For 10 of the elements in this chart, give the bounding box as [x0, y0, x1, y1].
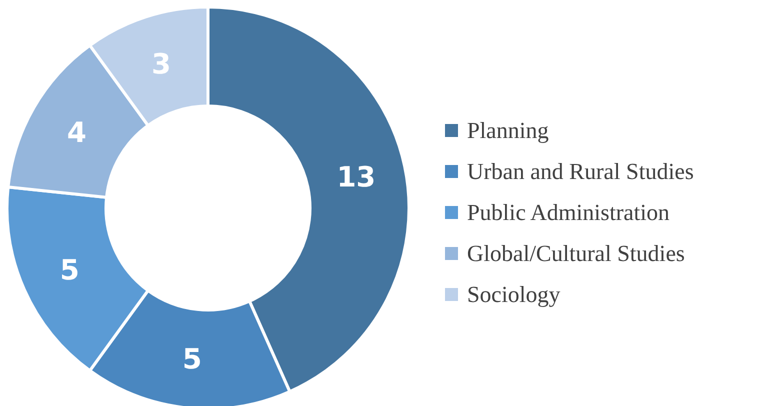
legend-label: Public Administration [467, 200, 670, 226]
legend-label: Planning [467, 118, 550, 144]
data-label: 5 [60, 253, 80, 286]
data-label: 5 [182, 342, 202, 376]
data-label: 13 [336, 160, 376, 194]
data-label: 3 [151, 48, 171, 81]
data-label: 4 [67, 116, 87, 150]
legend-label: Global/Cultural Studies [467, 241, 685, 266]
legend-label: Sociology [467, 282, 561, 308]
legend-label: Urban and Rural Studies [467, 159, 694, 184]
